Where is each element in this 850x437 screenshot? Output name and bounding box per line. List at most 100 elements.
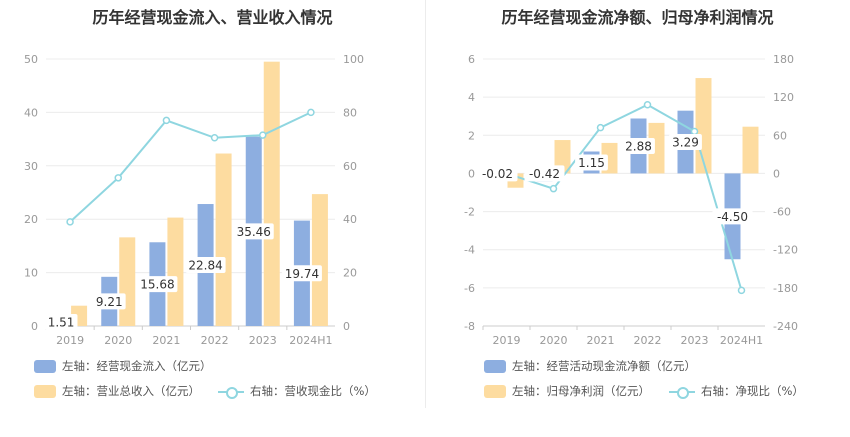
legend-swatch-orange xyxy=(484,384,506,398)
y-right-tick-label: 180 xyxy=(773,53,794,66)
data-label: 22.84 xyxy=(188,259,222,273)
bar-orange xyxy=(215,153,232,326)
data-label: -0.42 xyxy=(529,167,560,181)
data-label-bg xyxy=(712,208,753,225)
data-label: 19.74 xyxy=(285,267,319,281)
ratio-point xyxy=(737,286,746,295)
legend-item-net-cashflow[interactable]: 左轴：经营活动现金流净额（亿元） xyxy=(484,358,696,374)
ratio-point xyxy=(66,218,74,226)
bar-orange xyxy=(648,122,665,174)
y-left-tick-label: 10 xyxy=(24,267,38,280)
x-tick-label: 2021 xyxy=(587,334,615,347)
ratio-point xyxy=(549,184,558,193)
x-tick-label: 2021 xyxy=(152,334,180,347)
bar-orange xyxy=(554,140,571,174)
legend-swatch-blue xyxy=(34,359,56,373)
netcash-profit-chart: -8 -6 -4 -2 0 2 4 6 -240 -180 -120 -60 0 60 120 180 2019… xyxy=(464,53,798,347)
panel-divider xyxy=(425,0,426,408)
legend-item-net-profit[interactable]: 左轴：归母净利润（亿元） xyxy=(484,383,650,399)
x-tick-label: 2023 xyxy=(681,334,709,347)
y-left-tick-label: 0 xyxy=(468,167,475,180)
legend-swatch-blue xyxy=(484,359,506,373)
data-label-bg xyxy=(477,165,518,182)
data-label-bg xyxy=(92,293,126,310)
x-tick-label: 2020 xyxy=(104,334,132,347)
legend-label: 左轴：经营活动现金流净额（亿元） xyxy=(512,359,696,373)
y-left-tick-label: -2 xyxy=(464,206,475,219)
ratio-point xyxy=(307,108,315,117)
data-label-bg xyxy=(575,154,608,171)
legend-item-cash-ratio[interactable]: 右轴：营收现金比（%） xyxy=(218,383,376,399)
y-right-tick-label: -180 xyxy=(773,282,798,295)
x-tick-label: 2024H1 xyxy=(289,334,332,347)
chart-title: 历年经营现金流净额、归母净利润情况 xyxy=(501,8,774,27)
y-right-tick-label: 0 xyxy=(773,167,780,180)
y-left-tick-label: 30 xyxy=(24,160,38,173)
x-tick-label: 2019 xyxy=(493,334,521,347)
bar-orange xyxy=(742,126,759,174)
legend-item-cash-inflow[interactable]: 左轴：经营现金流入（亿元） xyxy=(34,358,212,374)
data-label: 15.68 xyxy=(140,278,174,292)
legend-item-revenue[interactable]: 左轴：营业总收入（亿元） xyxy=(34,383,200,399)
ratio-line xyxy=(506,103,743,291)
ratio-line xyxy=(69,111,312,223)
y-left-tick-label: 40 xyxy=(24,106,38,119)
y-left-tick-label: 0 xyxy=(31,320,38,333)
ratio-point xyxy=(210,134,219,142)
y-left-tick-label: -8 xyxy=(464,320,475,333)
data-label: -0.02 xyxy=(482,167,513,181)
ratio-point xyxy=(114,174,122,182)
data-label-bg xyxy=(622,137,655,154)
legend-swatch-orange xyxy=(34,384,56,398)
data-label-bg xyxy=(44,313,78,330)
bar-orange xyxy=(311,194,328,326)
data-label: 1.51 xyxy=(48,315,75,329)
ratio-point xyxy=(643,101,652,109)
data-label-bg xyxy=(233,223,274,240)
ratio-point xyxy=(690,127,699,136)
data-label: 9.21 xyxy=(96,295,123,309)
y-left-tick-label: 50 xyxy=(24,53,38,66)
y-right-tick-label: 60 xyxy=(343,160,357,173)
x-tick-label: 2022 xyxy=(201,334,229,347)
data-label: -4.50 xyxy=(717,210,748,224)
ratio-point xyxy=(596,123,605,132)
legend-label: 右轴：营收现金比（%） xyxy=(250,384,376,398)
x-tick-label: 2022 xyxy=(634,334,662,347)
legend-item-net-cash-ratio[interactable]: 右轴：净现比（%） xyxy=(669,383,804,399)
netcash-profit-panel: 历年经营现金流净额、归母净利润情况 -8 -6 -4 -2 0 2 4 6 -240 -180 -1… xyxy=(425,0,850,437)
bar-orange xyxy=(119,237,136,326)
y-right-tick-label: -240 xyxy=(773,320,798,333)
y-right-tick-label: 80 xyxy=(343,106,357,119)
data-label: 35.46 xyxy=(237,225,271,239)
y-right-tick-label: -120 xyxy=(773,244,798,257)
bar-orange xyxy=(167,217,184,326)
legend-label: 右轴：净现比（%） xyxy=(701,384,804,398)
y-left-tick-label: 4 xyxy=(468,91,475,104)
data-label-bg xyxy=(185,257,226,274)
x-tick-label: 2023 xyxy=(249,334,277,347)
legend-label: 左轴：经营现金流入（亿元） xyxy=(62,359,212,373)
bar-orange xyxy=(263,61,280,327)
y-right-tick-label: 40 xyxy=(343,213,357,226)
y-right-tick-label: 60 xyxy=(773,129,787,142)
data-label: 2.88 xyxy=(625,139,652,153)
data-label: 1.15 xyxy=(578,156,605,170)
chart-title: 历年经营现金流入、营业收入情况 xyxy=(92,8,333,27)
legend-line-icon xyxy=(669,385,695,399)
data-label-bg xyxy=(669,134,702,151)
y-left-tick-label: -6 xyxy=(464,282,475,295)
ratio-point xyxy=(162,116,171,125)
data-label-bg xyxy=(137,276,178,293)
data-label: 3.29 xyxy=(672,136,699,150)
legend-line-icon xyxy=(218,385,244,399)
y-right-tick-label: 20 xyxy=(343,267,357,280)
y-left-tick-label: -4 xyxy=(464,244,475,257)
y-right-tick-label: 0 xyxy=(343,320,350,333)
y-right-tick-label: 120 xyxy=(773,91,794,104)
y-left-tick-label: 6 xyxy=(468,53,475,66)
y-right-tick-label: 100 xyxy=(343,53,364,66)
x-tick-label: 2019 xyxy=(56,334,84,347)
legend-label: 左轴：营业总收入（亿元） xyxy=(62,384,200,398)
x-tick-label: 2024H1 xyxy=(720,334,763,347)
